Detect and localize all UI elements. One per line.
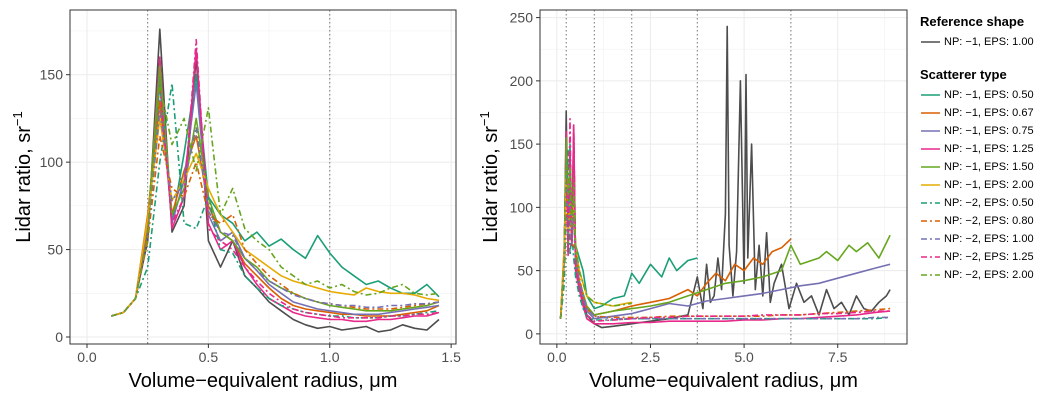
figure: 0.0 0.5 1.0 1.5 0 50 100 150 Volume−equivalent r… xyxy=(10,9,908,392)
scatterer-legend-swatch-7 xyxy=(921,220,940,222)
right-x-tick-label: 0.0 xyxy=(547,349,567,365)
reference-legend-swatch-0 xyxy=(921,41,940,43)
right-y-tick-label: 150 xyxy=(510,136,534,152)
scatterer-legend-item-5: NP: −1, EPS: 2.00 xyxy=(918,176,1054,194)
scatterer-legend-label-0: NP: −1, EPS: 0.50 xyxy=(944,89,1034,101)
scatterer-legend-label-3: NP: −1, EPS: 1.25 xyxy=(944,143,1034,155)
scatterer-legend-label-1: NP: −1, EPS: 0.67 xyxy=(944,107,1034,119)
right-panel: 0.0 2.5 5.0 7.5 0 50 100 150 200 250 Volume−equiva… xyxy=(477,9,908,392)
legend-reference-title: Reference shape xyxy=(920,14,1025,29)
scatterer-legend-swatch-5 xyxy=(921,184,940,186)
scatterer-legend-item-4: NP: −1, EPS: 1.50 xyxy=(918,158,1054,176)
left-x-tick-label: 1.0 xyxy=(320,349,340,365)
right-x-tick-label: 7.5 xyxy=(828,349,848,365)
left-series-line-7 xyxy=(111,82,440,319)
left-x-tick-label: 0.0 xyxy=(77,349,97,365)
left-x-tick-label: 0.5 xyxy=(199,349,219,365)
scatterer-legend-label-8: NP: −2, EPS: 1.00 xyxy=(944,233,1034,245)
scatterer-legend-item-1: NP: −1, EPS: 0.67 xyxy=(918,104,1054,122)
scatterer-legend-swatch-2 xyxy=(921,130,940,132)
right-plot-area xyxy=(540,10,907,344)
legend-reference-items: NP: −1, EPS: 1.00 xyxy=(918,33,1054,51)
scatterer-legend-label-9: NP: −2, EPS: 1.25 xyxy=(944,251,1034,263)
scatterer-legend-swatch-8 xyxy=(921,238,940,240)
scatterer-legend-label-5: NP: −1, EPS: 2.00 xyxy=(944,179,1034,191)
left-series-line-11 xyxy=(111,82,440,317)
right-y-tick-label: 200 xyxy=(510,73,534,89)
scatterer-legend-label-4: NP: −1, EPS: 1.50 xyxy=(944,161,1034,173)
left-panel: 0.0 0.5 1.0 1.5 0 50 100 150 Volume−equivalent r… xyxy=(10,9,461,392)
legend-scatterer-items: NP: −1, EPS: 0.50 NP: −1, EPS: 0.67 NP: −1… xyxy=(918,86,1054,284)
right-y-tick-label: 100 xyxy=(510,199,534,215)
left-y-tick-label: 50 xyxy=(47,242,63,258)
left-series-line-8 xyxy=(111,135,440,317)
scatterer-legend-swatch-1 xyxy=(921,112,940,114)
left-series-line-10 xyxy=(111,38,440,319)
scatterer-legend-label-2: NP: −1, EPS: 0.75 xyxy=(944,125,1034,137)
scatterer-legend-swatch-6 xyxy=(921,202,940,204)
right-panel-border xyxy=(539,9,908,345)
scatterer-legend-swatch-3 xyxy=(921,148,940,150)
right-x-axis-title: Volume−equivalent radius, μm xyxy=(589,370,858,392)
scatterer-legend-item-8: NP: −2, EPS: 1.00 xyxy=(918,230,1054,248)
scatterer-legend-swatch-10 xyxy=(921,274,940,276)
scatterer-legend-item-10: NP: −2, EPS: 2.00 xyxy=(918,266,1054,284)
left-y-tick-label: 150 xyxy=(40,67,64,83)
scatterer-legend-label-7: NP: −2, EPS: 0.80 xyxy=(944,215,1034,227)
right-series-line-11 xyxy=(559,149,632,319)
left-y-tick-label: 100 xyxy=(40,154,64,170)
left-x-axis-title: Volume−equivalent radius, μm xyxy=(129,370,398,392)
scatterer-legend-label-6: NP: −2, EPS: 0.50 xyxy=(944,197,1034,209)
right-y-tick-label: 50 xyxy=(517,263,533,279)
scatterer-legend-item-0: NP: −1, EPS: 0.50 xyxy=(918,86,1054,104)
right-y-tick-label: 0 xyxy=(525,326,533,342)
left-series-line-9 xyxy=(111,108,440,317)
scatterer-legend-swatch-0 xyxy=(921,94,940,96)
legend-scatterer-title: Scatterer type xyxy=(920,67,1007,82)
scatterer-legend-label-10: NP: −2, EPS: 2.00 xyxy=(944,269,1034,281)
scatterer-legend-item-7: NP: −2, EPS: 0.80 xyxy=(918,212,1054,230)
right-x-tick-label: 2.5 xyxy=(641,349,661,365)
reference-legend-item-0: NP: −1, EPS: 1.00 xyxy=(918,33,1054,51)
left-y-axis-title: Lidar ratio, sr−1 xyxy=(10,111,35,243)
scatterer-legend-swatch-4 xyxy=(921,166,940,168)
left-panel-border xyxy=(69,9,457,345)
scatterer-legend-item-3: NP: −1, EPS: 1.25 xyxy=(918,140,1054,158)
right-y-axis-title: Lidar ratio, sr−1 xyxy=(477,111,502,243)
scatterer-legend-item-6: NP: −2, EPS: 0.50 xyxy=(918,194,1054,212)
scatterer-legend-item-2: NP: −1, EPS: 0.75 xyxy=(918,122,1054,140)
legend: Reference shape NP: −1, EPS: 1.00 Scatte… xyxy=(918,14,1054,284)
reference-legend-label-0: NP: −1, EPS: 1.00 xyxy=(944,36,1034,48)
left-x-tick-label: 1.5 xyxy=(441,349,461,365)
left-y-tick-label: 0 xyxy=(55,329,63,345)
scatterer-legend-swatch-9 xyxy=(921,256,940,258)
right-y-tick-label: 250 xyxy=(510,10,534,26)
scatterer-legend-item-9: NP: −2, EPS: 1.25 xyxy=(918,248,1054,266)
right-x-tick-label: 5.0 xyxy=(734,349,754,365)
